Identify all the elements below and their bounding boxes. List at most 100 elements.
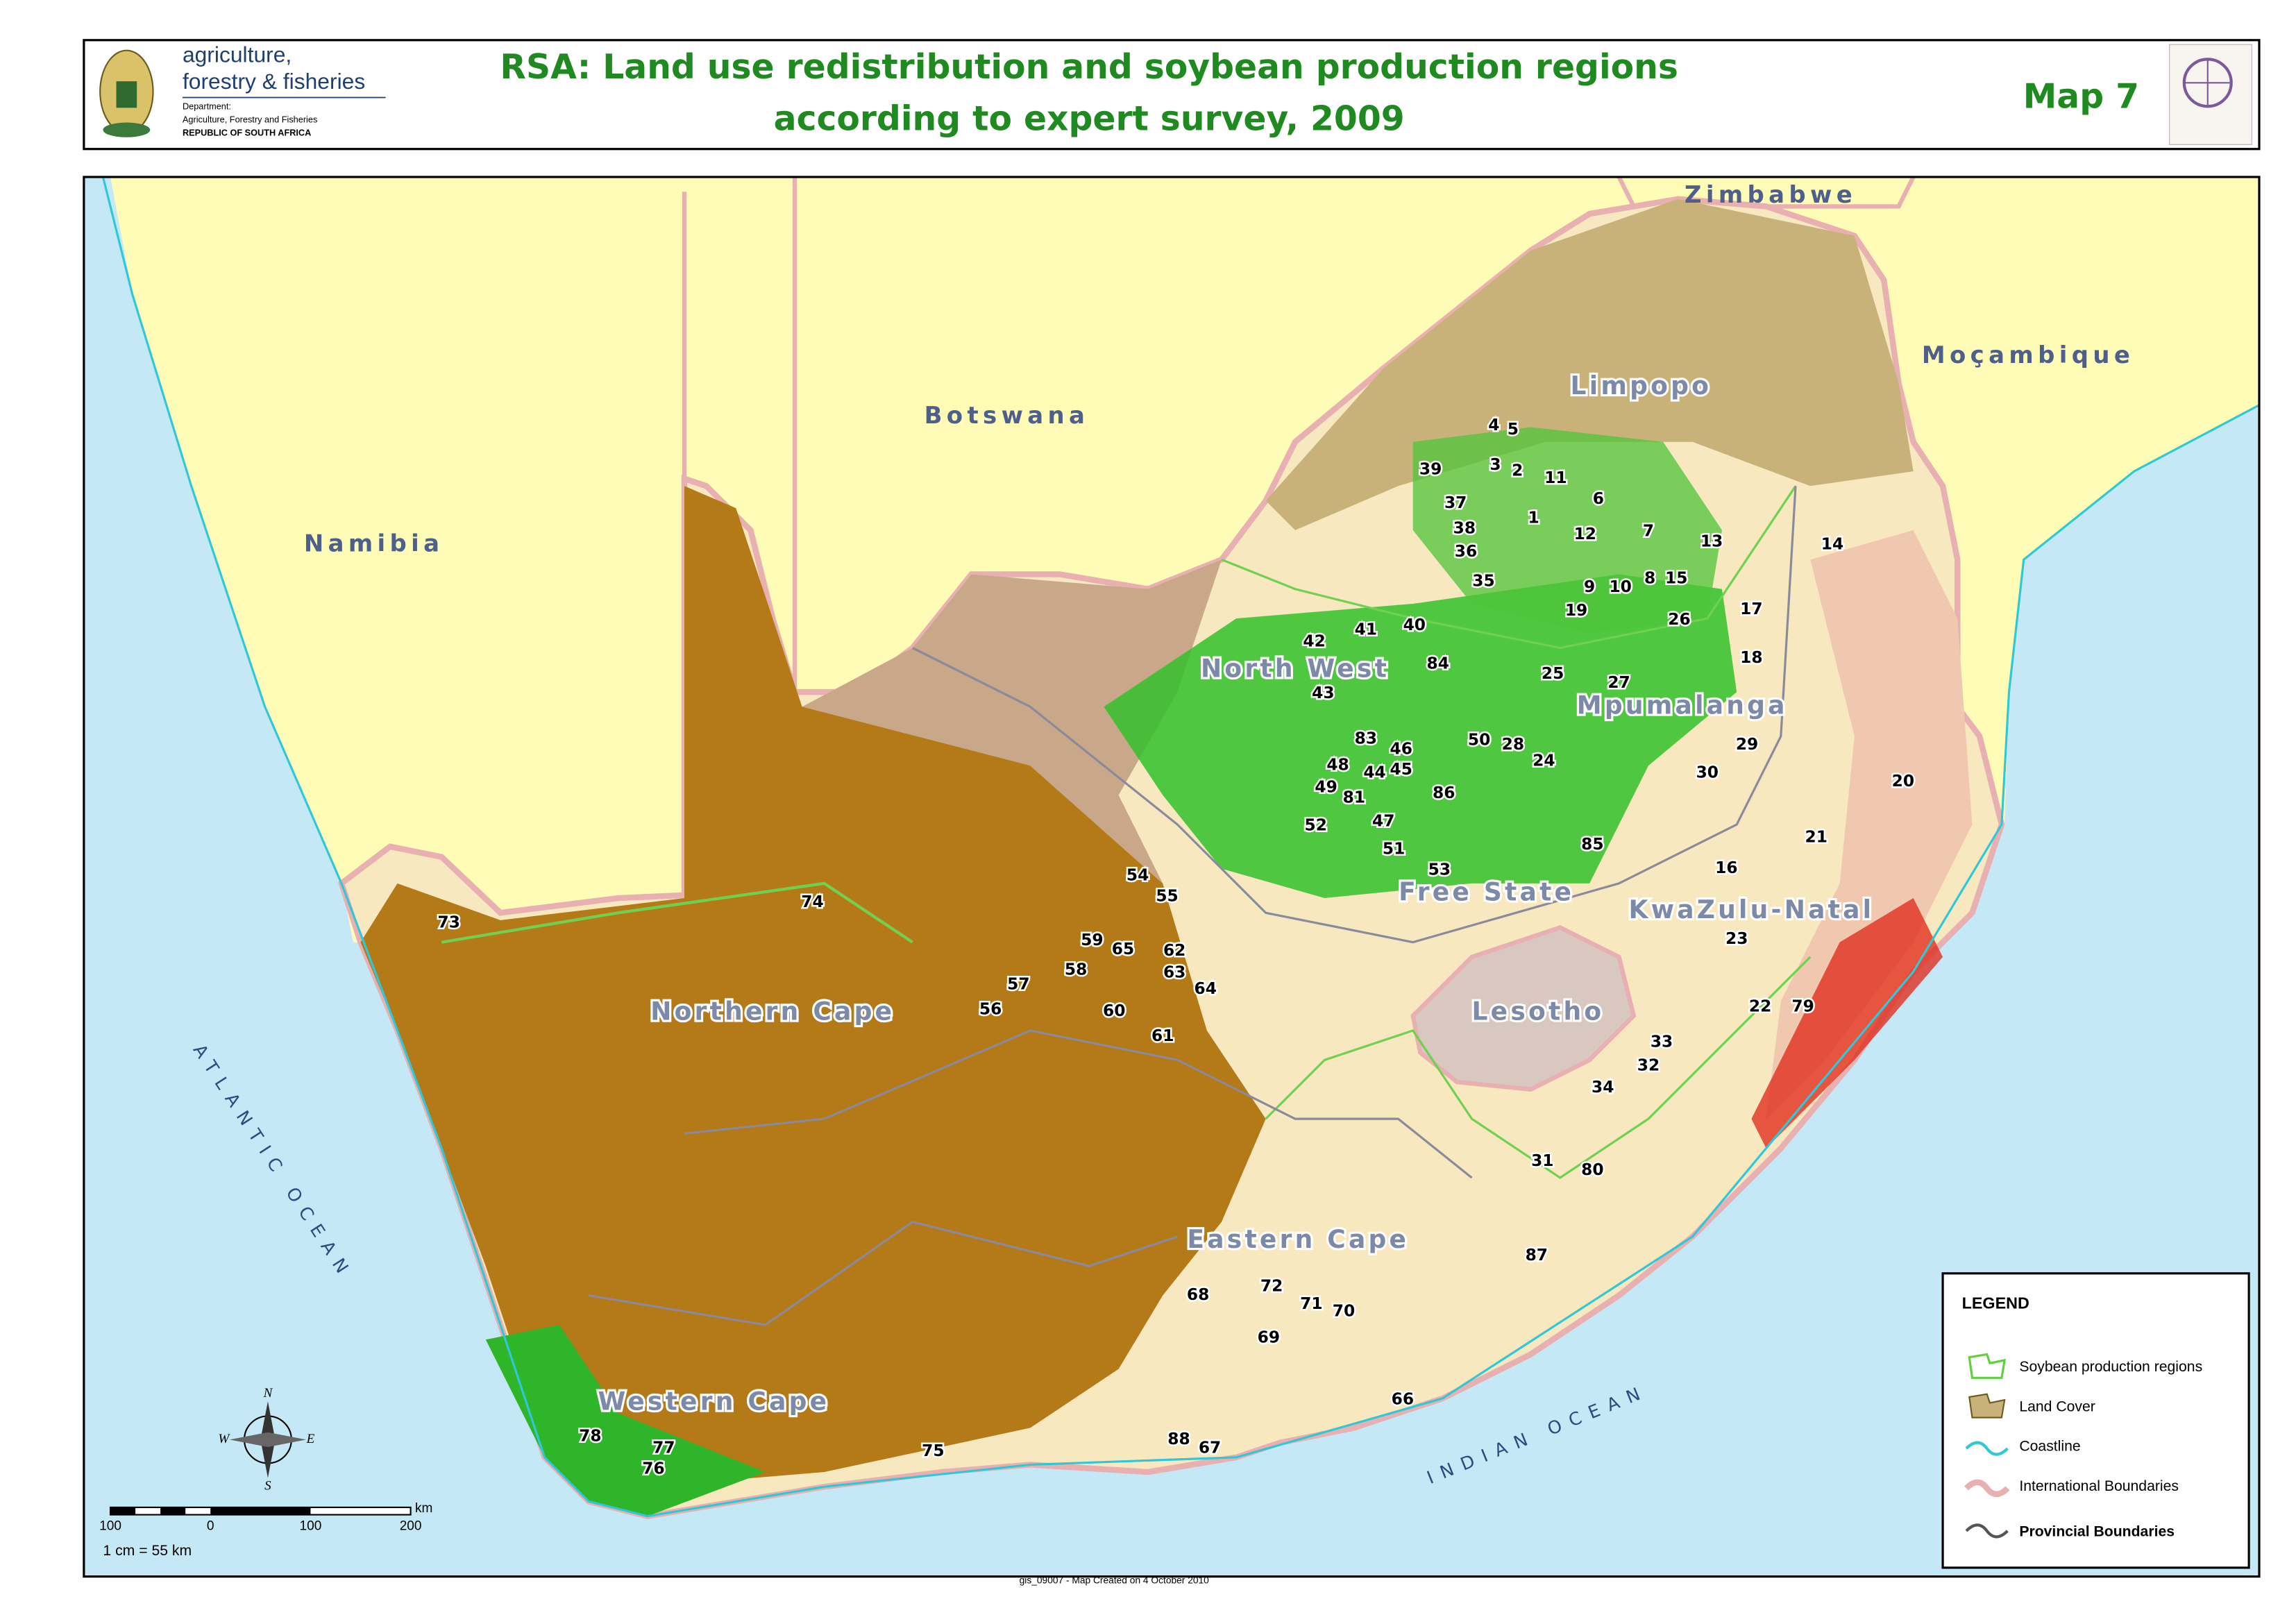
scale-tick-label: 100 — [300, 1519, 322, 1534]
region-label: 74 — [801, 893, 823, 911]
region-label: 80 — [1581, 1160, 1603, 1179]
region-label: 10 — [1609, 577, 1631, 596]
region-label: 28 — [1502, 735, 1524, 754]
region-label: 58 — [1065, 960, 1087, 979]
region-label: 68 — [1187, 1285, 1209, 1304]
province-label: Free State — [1399, 879, 1574, 907]
region-label: 39 — [1419, 459, 1442, 478]
legend-title: LEGEND — [1962, 1294, 2029, 1312]
scale-bar-segment — [210, 1507, 311, 1515]
compass-letter: N — [263, 1386, 273, 1401]
logo-dept-name: Agriculture, Forestry and Fisheries — [183, 115, 317, 125]
land-cover-cultivated — [1104, 574, 1737, 899]
partner-logo — [2168, 44, 2253, 145]
province-label: Lesotho — [1471, 997, 1604, 1026]
compass — [229, 1401, 307, 1478]
province-label: Limpopo — [1571, 372, 1712, 400]
legend-icon — [1965, 1441, 2009, 1456]
region-label: 7 — [1643, 522, 1654, 541]
soybean-region-outline — [441, 881, 913, 944]
region-label: 57 — [1007, 975, 1029, 994]
region-label: 22 — [1749, 997, 1771, 1015]
legend-label: Soybean production regions — [2019, 1359, 2202, 1375]
compass-letter: W — [218, 1432, 230, 1446]
legend-items: Soybean production regions Land Cover Coas… — [2019, 1359, 2202, 1539]
land-cover-shrubland — [360, 486, 1266, 1487]
region-label: 55 — [1156, 886, 1178, 905]
region-label: 69 — [1258, 1328, 1280, 1347]
region-label: 23 — [1725, 929, 1748, 948]
provincial-boundary — [912, 486, 1797, 944]
region-label: 87 — [1526, 1246, 1548, 1264]
compass-letter: E — [306, 1432, 315, 1446]
logo-line: agriculture, — [183, 42, 292, 67]
provincial-boundary — [588, 1220, 1178, 1326]
land-cover-urban — [1751, 898, 1943, 1149]
region-label: 9 — [1584, 577, 1595, 596]
region-label: 17 — [1740, 600, 1762, 618]
legend-icon — [1968, 1393, 2006, 1419]
region-label: 50 — [1468, 731, 1490, 750]
legend-label: Provincial Boundaries — [2019, 1524, 2175, 1540]
region-label: 20 — [1892, 772, 1914, 790]
province-label: Mpumalanga — [1577, 691, 1788, 720]
region-label: 42 — [1303, 632, 1325, 651]
country-label: Botswana — [925, 402, 1090, 429]
region-label: 86 — [1433, 784, 1455, 802]
region-label: 53 — [1428, 860, 1451, 879]
land-cover-grassland — [802, 559, 1222, 883]
province-label: Western Cape — [598, 1387, 830, 1416]
region-label: 24 — [1533, 751, 1555, 770]
land-cover-cultivated — [1412, 427, 1722, 634]
region-label: 48 — [1326, 756, 1349, 775]
region-label: 19 — [1565, 601, 1587, 620]
logo-line: forestry & fisheries — [183, 69, 365, 94]
region-label: 76 — [642, 1459, 664, 1478]
region-label: 85 — [1581, 835, 1603, 854]
region-label: 73 — [438, 913, 460, 932]
legend-icon — [1964, 1479, 2010, 1498]
compass-needle — [229, 1432, 307, 1448]
emblem-base — [103, 122, 151, 137]
legend-label: Land Cover — [2019, 1398, 2095, 1414]
region-label: 81 — [1343, 788, 1365, 806]
region-label: 72 — [1260, 1276, 1283, 1295]
region-label: 46 — [1390, 739, 1412, 758]
logo-dept: Department: — [183, 101, 231, 111]
region-label: 4 — [1488, 416, 1499, 434]
region-label: 40 — [1403, 616, 1426, 634]
region-label: 34 — [1592, 1078, 1614, 1097]
logo-country: REPUBLIC OF SOUTH AFRICA — [183, 128, 311, 138]
region-label: 21 — [1805, 828, 1827, 847]
region-label: 25 — [1542, 664, 1564, 683]
land-cover-plantation — [1766, 530, 1973, 1119]
region-label: 88 — [1167, 1430, 1190, 1448]
region-label: 61 — [1151, 1026, 1174, 1045]
region-label: 47 — [1372, 811, 1394, 830]
region-label: 15 — [1665, 568, 1687, 587]
scale-bar-segment — [110, 1507, 136, 1515]
provincial-boundary — [684, 1029, 1473, 1179]
region-label: 3 — [1489, 455, 1501, 474]
region-label: 13 — [1700, 532, 1723, 550]
region-label: 51 — [1383, 840, 1405, 858]
coat-of-arms — [99, 49, 154, 137]
region-label: 65 — [1112, 940, 1134, 958]
region-label: 83 — [1355, 729, 1377, 748]
scale-tick-label: 200 — [400, 1519, 422, 1534]
scale-tick-label: 100 — [99, 1519, 121, 1534]
region-label: 36 — [1455, 542, 1477, 561]
map-number: Map 7 — [2023, 77, 2139, 117]
region-label: 5 — [1508, 420, 1519, 439]
region-label: 71 — [1300, 1294, 1322, 1313]
region-label: 1 — [1528, 508, 1539, 527]
footer: gis_09007 - Map Created on 4 October 201… — [1020, 1575, 1210, 1586]
region-label: 64 — [1194, 979, 1216, 998]
region-label: 11 — [1544, 468, 1567, 487]
coastline — [101, 176, 2260, 1518]
province-label: North West — [1201, 654, 1390, 683]
region-label: 52 — [1305, 816, 1327, 835]
partner-logo-box — [2168, 44, 2253, 145]
region-label: 59 — [1081, 931, 1103, 949]
